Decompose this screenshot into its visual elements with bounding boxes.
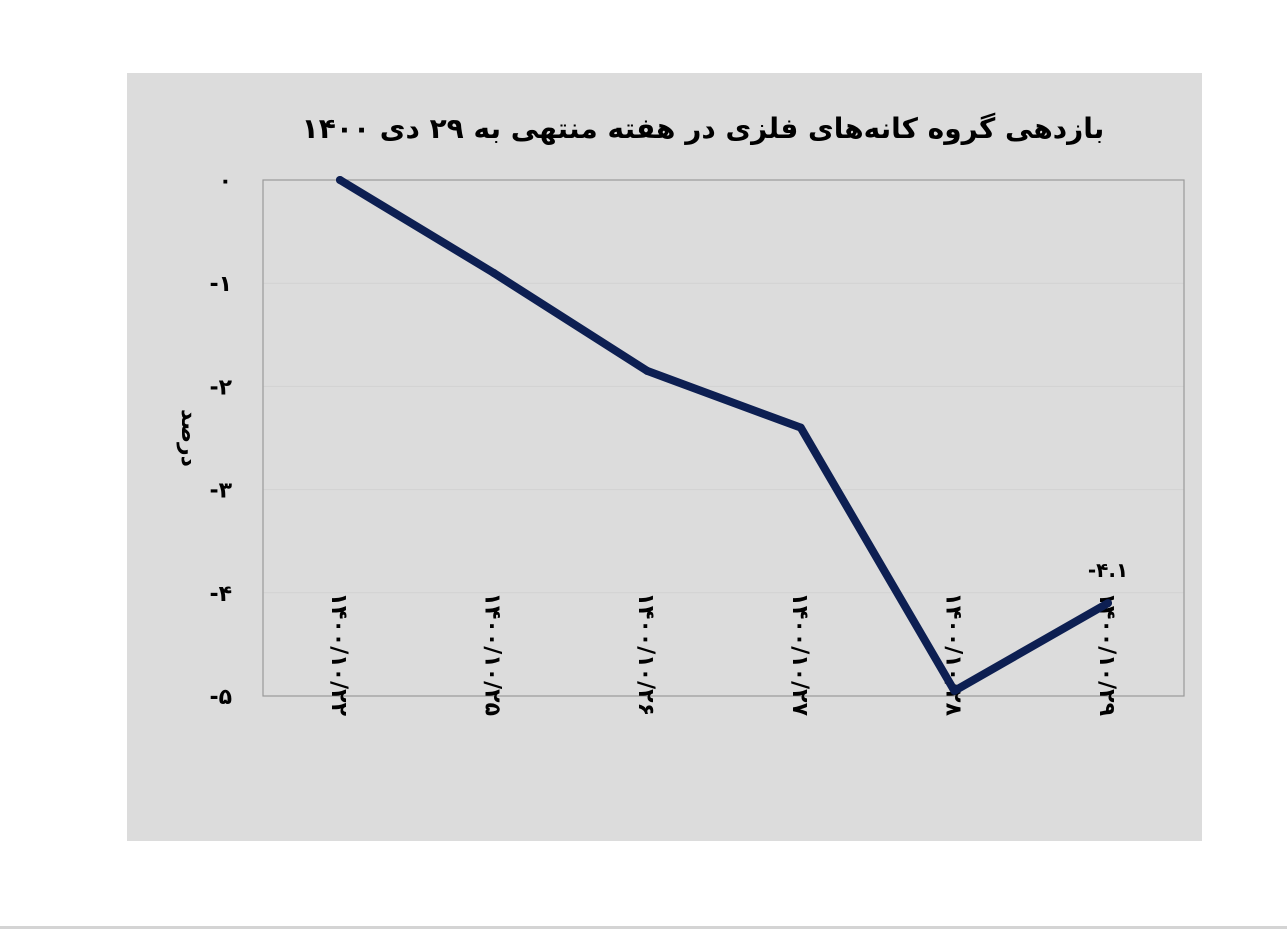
data-point [489,268,498,277]
x-tick-label: ۱۴۰۰/۱۰/۲۲ [326,593,351,717]
y-tick-label: ۰ [219,169,232,194]
bottom-divider [0,926,1287,929]
y-axis-label: درصد [176,409,201,467]
x-tick-label: ۱۴۰۰/۱۰/۲۸ [940,593,965,717]
x-tick-label: ۱۴۰۰/۱۰/۲۷ [787,593,812,717]
x-tick-label: ۱۴۰۰/۱۰/۲۶ [633,593,658,717]
chart-panel [127,73,1202,841]
plot-area-border [262,179,1185,697]
data-point [643,366,652,375]
y-tick-label: -۲ [209,375,232,400]
x-tick-label: ۱۴۰۰/۱۰/۲۵ [480,593,505,717]
data-point [336,176,344,184]
y-tick-label: -۴ [209,582,232,607]
chart-title: بازدهی گروه کانه‌های فلزی در هفته منتهی … [302,112,1105,145]
y-tick-label: -۵ [209,685,232,710]
y-tick-label: -۱ [209,272,232,297]
data-point [950,686,959,695]
data-point [796,423,805,432]
data-label: -۴.۱ [1088,558,1128,582]
series-line [336,176,1112,695]
y-tick-label: -۳ [209,479,232,504]
data-point [1104,599,1112,608]
